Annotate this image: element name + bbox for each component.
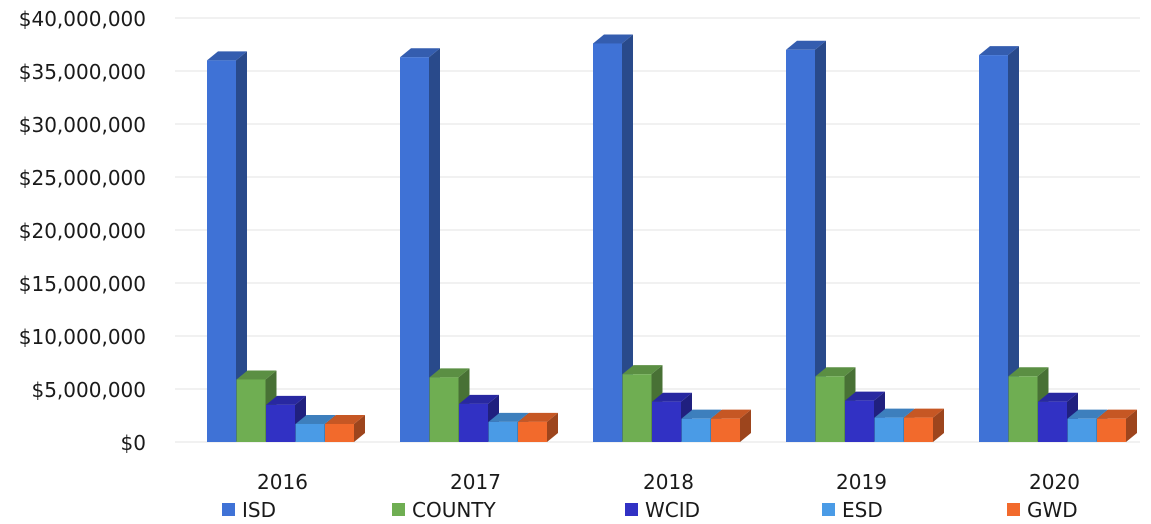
bar-isd-2019 [786, 40, 826, 443]
bar-isd-2017 [400, 48, 440, 442]
legend-item-isd: ISD [222, 498, 276, 522]
legend-swatch [222, 503, 235, 516]
x-axis-categories: 2016 2017 2018 2019 2020 [257, 470, 1080, 494]
y-tick-label: $5,000,000 [31, 378, 146, 402]
y-tick-label: $15,000,000 [19, 272, 146, 296]
x-category-label: 2017 [450, 470, 501, 494]
x-category-label: 2016 [257, 470, 308, 494]
gridlines [175, 17, 1140, 443]
x-category-label: 2018 [643, 470, 694, 494]
legend: ISD COUNTY WCID ESD GWD [222, 498, 1078, 522]
legend-swatch [625, 503, 638, 516]
bar-isd-2018 [593, 34, 633, 442]
legend-item-wcid: WCID [625, 498, 700, 522]
bar-gwd-2020 [1097, 409, 1137, 442]
x-category-label: 2019 [836, 470, 887, 494]
y-tick-label: $40,000,000 [19, 7, 146, 31]
bar-gwd-2017 [518, 412, 558, 442]
legend-swatch [822, 503, 835, 516]
legend-label: WCID [645, 498, 700, 522]
bars [207, 34, 1137, 443]
y-tick-label: $10,000,000 [19, 325, 146, 349]
y-tick-label: $0 [121, 431, 146, 455]
y-tick-label: $35,000,000 [19, 60, 146, 84]
x-category-label: 2020 [1029, 470, 1080, 494]
bar-gwd-2018 [711, 409, 751, 442]
legend-swatch [1007, 503, 1020, 516]
bar-wcid-2020 [1038, 392, 1078, 442]
bar-gwd-2019 [904, 408, 944, 442]
y-tick-label: $20,000,000 [19, 219, 146, 243]
legend-label: GWD [1027, 498, 1078, 522]
bar-gwd-2016 [325, 414, 365, 442]
bar-isd-2016 [207, 51, 247, 443]
y-axis-ticks: $0 $5,000,000 $10,000,000 $15,000,000 $20,00… [19, 7, 146, 455]
legend-label: COUNTY [412, 498, 497, 522]
legend-label: ESD [842, 498, 883, 522]
bar-isd-2020 [979, 46, 1019, 442]
y-tick-label: $25,000,000 [19, 166, 146, 190]
legend-item-esd: ESD [822, 498, 883, 522]
legend-swatch [392, 503, 405, 516]
legend-item-gwd: GWD [1007, 498, 1078, 522]
y-tick-label: $30,000,000 [19, 113, 146, 137]
legend-item-county: COUNTY [392, 498, 497, 522]
legend-label: ISD [242, 498, 276, 522]
